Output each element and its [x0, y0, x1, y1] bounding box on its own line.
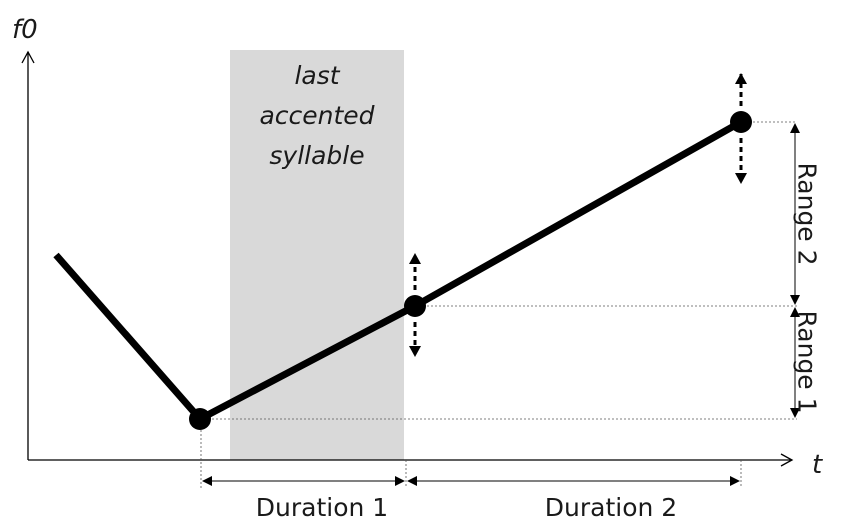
duration-1-label: Duration 1: [256, 493, 388, 522]
range-2-label: Range 2: [793, 162, 822, 265]
contour-point-low[interactable]: [189, 408, 211, 430]
duration-2-label: Duration 2: [545, 493, 677, 522]
contour-point-high[interactable]: [730, 111, 752, 133]
f0-contour-line: [53, 118, 743, 423]
y-axis-label: f0: [12, 15, 38, 45]
syllable-label-line-1: last: [294, 61, 340, 90]
contour-point-mid[interactable]: [404, 295, 426, 317]
range-1-label: Range 1: [793, 310, 822, 413]
syllable-label-line-3: syllable: [269, 141, 364, 170]
syllable-label-line-2: accented: [259, 101, 374, 130]
x-axis-label: t: [812, 450, 823, 480]
